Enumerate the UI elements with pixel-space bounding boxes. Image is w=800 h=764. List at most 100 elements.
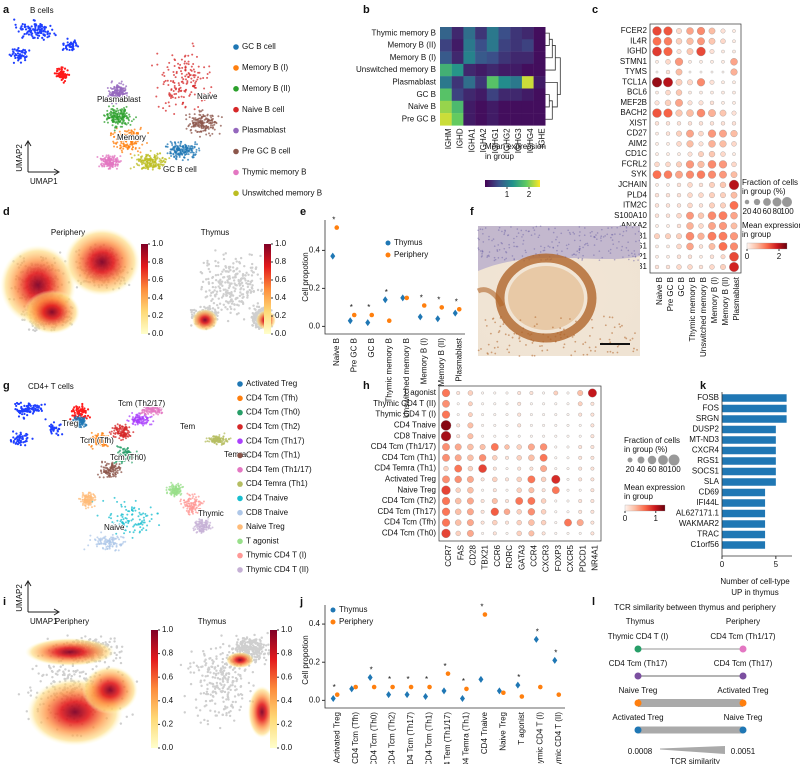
dot bbox=[696, 108, 706, 118]
stain-dot bbox=[551, 326, 554, 329]
inset-point bbox=[48, 424, 51, 428]
cell-point bbox=[173, 93, 176, 96]
stain-dot bbox=[486, 352, 489, 354]
stain-dot bbox=[497, 229, 500, 231]
dot bbox=[675, 78, 683, 86]
stain-dot bbox=[503, 247, 506, 250]
stain-dot bbox=[631, 252, 633, 255]
stain-dot bbox=[601, 256, 604, 259]
heat-cell bbox=[463, 39, 476, 52]
stain-dot bbox=[531, 342, 534, 344]
dot bbox=[654, 203, 660, 208]
cell-point bbox=[165, 158, 168, 161]
cell-point bbox=[246, 279, 250, 283]
cell-point bbox=[127, 95, 130, 98]
cell-point bbox=[222, 288, 226, 291]
stain-dot bbox=[600, 237, 602, 239]
cell-point bbox=[141, 416, 144, 419]
inset-point bbox=[61, 433, 64, 436]
cell-point bbox=[187, 71, 190, 74]
heat-cell bbox=[510, 63, 523, 77]
cell-point bbox=[156, 157, 159, 160]
stain-dot bbox=[496, 340, 499, 343]
cell-point bbox=[127, 145, 130, 148]
cell-point bbox=[189, 151, 192, 154]
cell-point bbox=[238, 270, 241, 273]
stain-dot bbox=[637, 259, 639, 261]
stain-dot bbox=[497, 244, 500, 246]
significance-mark: * bbox=[420, 294, 423, 303]
stain-dot bbox=[578, 249, 581, 252]
cell-point bbox=[206, 113, 209, 116]
stain-dot bbox=[484, 227, 487, 229]
inset-point bbox=[32, 406, 35, 409]
stain-dot bbox=[611, 316, 614, 319]
cell-point bbox=[178, 84, 181, 87]
cluster-label: Memory bbox=[117, 133, 146, 142]
cell-point bbox=[110, 94, 113, 97]
cell-point bbox=[115, 102, 118, 105]
stain-dot bbox=[629, 339, 632, 342]
cell-point bbox=[181, 159, 184, 162]
stain-dot bbox=[516, 228, 519, 230]
stain-dot bbox=[479, 228, 482, 230]
dot bbox=[731, 110, 737, 116]
heat-cell bbox=[533, 76, 546, 89]
inset-point bbox=[64, 73, 67, 76]
dot bbox=[730, 130, 738, 138]
cell-point bbox=[164, 79, 167, 82]
cell-point bbox=[211, 124, 214, 127]
cell-point bbox=[227, 286, 231, 290]
inset-point bbox=[70, 410, 74, 413]
column-label: Pre GC B bbox=[666, 277, 675, 311]
cell-point bbox=[132, 431, 135, 434]
inset-point bbox=[29, 404, 32, 407]
inset-point bbox=[46, 30, 50, 33]
cell-point bbox=[212, 301, 216, 305]
heat-cell bbox=[498, 27, 511, 40]
cell-point bbox=[167, 68, 170, 71]
stain-dot bbox=[554, 335, 557, 338]
cell-point bbox=[229, 305, 232, 309]
cell-point bbox=[214, 286, 217, 289]
cell-point bbox=[113, 461, 116, 464]
heat-cell bbox=[510, 100, 523, 114]
stain-dot bbox=[567, 243, 570, 246]
dot bbox=[721, 101, 725, 105]
heat-cell bbox=[521, 39, 534, 52]
cell-point bbox=[185, 153, 188, 156]
cell-point bbox=[124, 100, 127, 103]
cell-point bbox=[174, 96, 177, 99]
colorbar-title: Mean expression bbox=[742, 221, 800, 230]
stain-dot bbox=[487, 343, 490, 346]
panel-title: B cells bbox=[30, 6, 54, 15]
cell-point bbox=[250, 274, 254, 277]
cell-point bbox=[174, 150, 177, 153]
stain-dot bbox=[606, 350, 609, 353]
cell-point bbox=[189, 122, 192, 125]
inset-point bbox=[34, 28, 37, 32]
stain-dot bbox=[508, 351, 510, 354]
cell-point bbox=[186, 81, 189, 84]
cell-point bbox=[128, 113, 131, 116]
stain-dot bbox=[561, 250, 563, 253]
stain-dot bbox=[494, 258, 497, 261]
heat-cell bbox=[510, 39, 523, 52]
cell-point bbox=[241, 296, 244, 300]
cell-point bbox=[115, 89, 118, 92]
size-legend-dot bbox=[772, 197, 782, 207]
cell-point bbox=[110, 108, 113, 111]
stain-dot bbox=[616, 345, 619, 348]
cell-point bbox=[153, 156, 156, 159]
cell-point bbox=[158, 160, 161, 163]
stain-dot bbox=[581, 257, 584, 260]
inset-point bbox=[18, 436, 21, 440]
cell-point bbox=[129, 143, 132, 146]
stain-dot bbox=[530, 234, 533, 236]
heat-cell bbox=[451, 51, 464, 65]
cell-point bbox=[198, 110, 201, 113]
cell-point bbox=[90, 445, 93, 448]
stain-dot bbox=[503, 258, 506, 261]
cell-point bbox=[210, 116, 213, 119]
cell-point bbox=[256, 302, 260, 305]
